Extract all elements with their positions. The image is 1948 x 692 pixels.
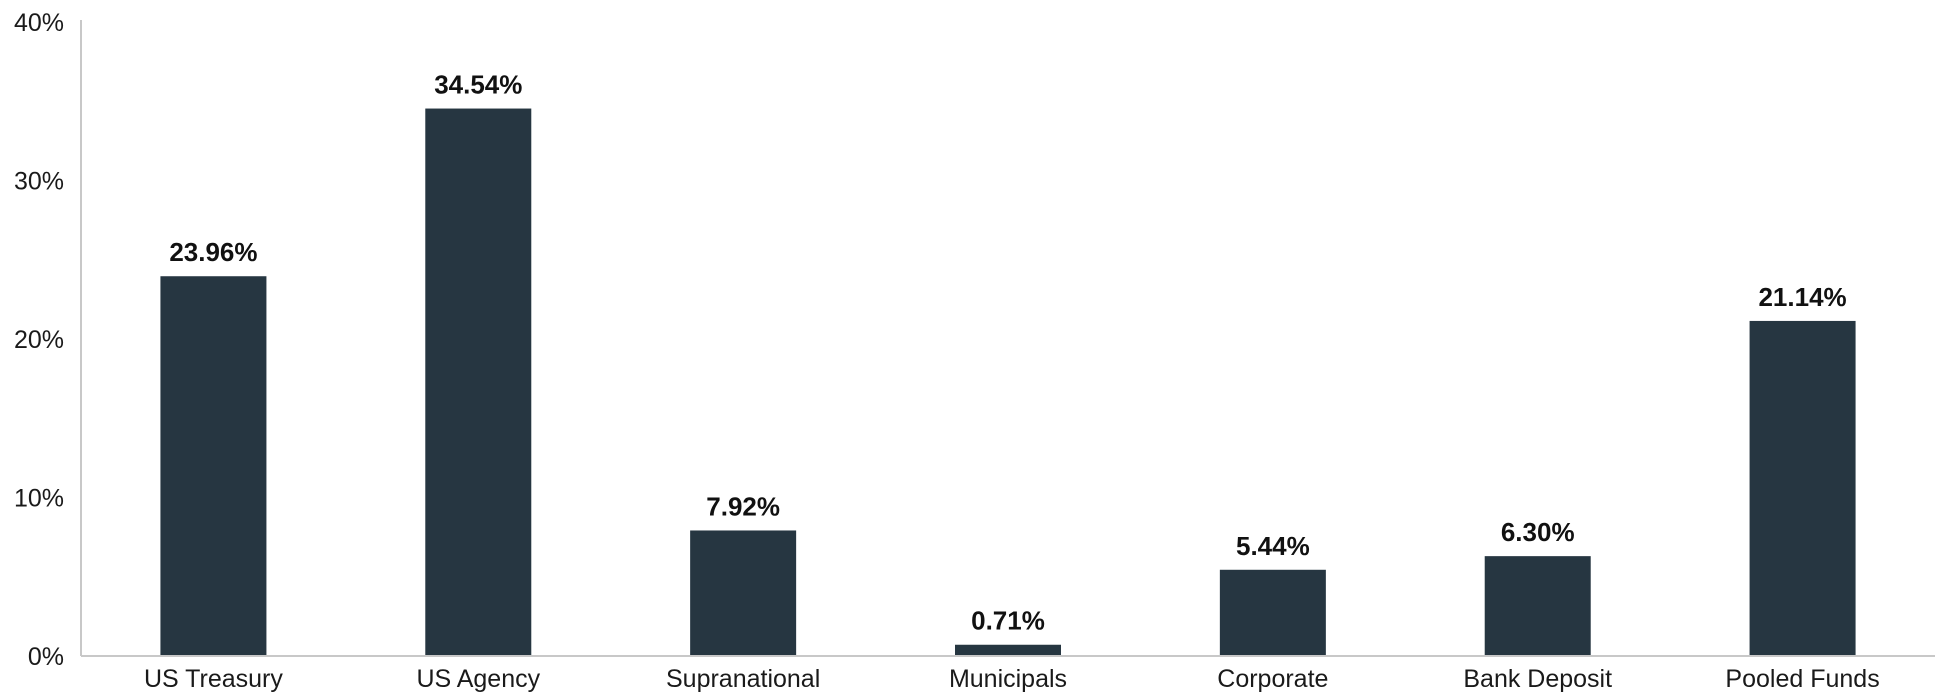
bar xyxy=(690,530,797,656)
data-label: 6.30% xyxy=(1501,517,1575,547)
bar xyxy=(425,108,532,656)
bar xyxy=(955,644,1061,656)
data-label: 5.44% xyxy=(1236,531,1310,561)
bar xyxy=(160,276,267,656)
data-label: 23.96% xyxy=(169,237,257,267)
bars xyxy=(160,108,1856,656)
bar xyxy=(1219,569,1326,656)
category-label: Municipals xyxy=(949,665,1067,692)
y-tick-label: 10% xyxy=(14,485,64,513)
data-label: 21.14% xyxy=(1758,282,1846,312)
data-labels: 23.96% 34.54% 7.92% 0.71% 5.44% 6.30% 21.14% xyxy=(169,70,1846,636)
data-label: 7.92% xyxy=(706,491,780,521)
y-tick-label: 30% xyxy=(14,168,64,196)
data-label: 0.71% xyxy=(971,606,1045,636)
category-label: Bank Deposit xyxy=(1463,665,1612,692)
y-axis-ticks: 0% 10% 20% 30% 40% xyxy=(14,9,64,671)
bar xyxy=(1749,320,1856,656)
category-label: US Treasury xyxy=(144,665,283,692)
category-label: Pooled Funds xyxy=(1725,665,1879,692)
y-tick-label: 20% xyxy=(14,326,64,354)
bar xyxy=(1484,556,1591,656)
y-tick-label: 40% xyxy=(14,9,64,37)
category-label: Supranational xyxy=(666,665,820,692)
category-labels: US Treasury US Agency Supranational Municip… xyxy=(144,665,1880,692)
y-tick-label: 0% xyxy=(28,643,64,671)
data-label: 34.54% xyxy=(434,70,522,100)
category-label: Corporate xyxy=(1217,665,1328,692)
category-label: US Agency xyxy=(416,665,540,692)
axes xyxy=(80,20,1935,657)
